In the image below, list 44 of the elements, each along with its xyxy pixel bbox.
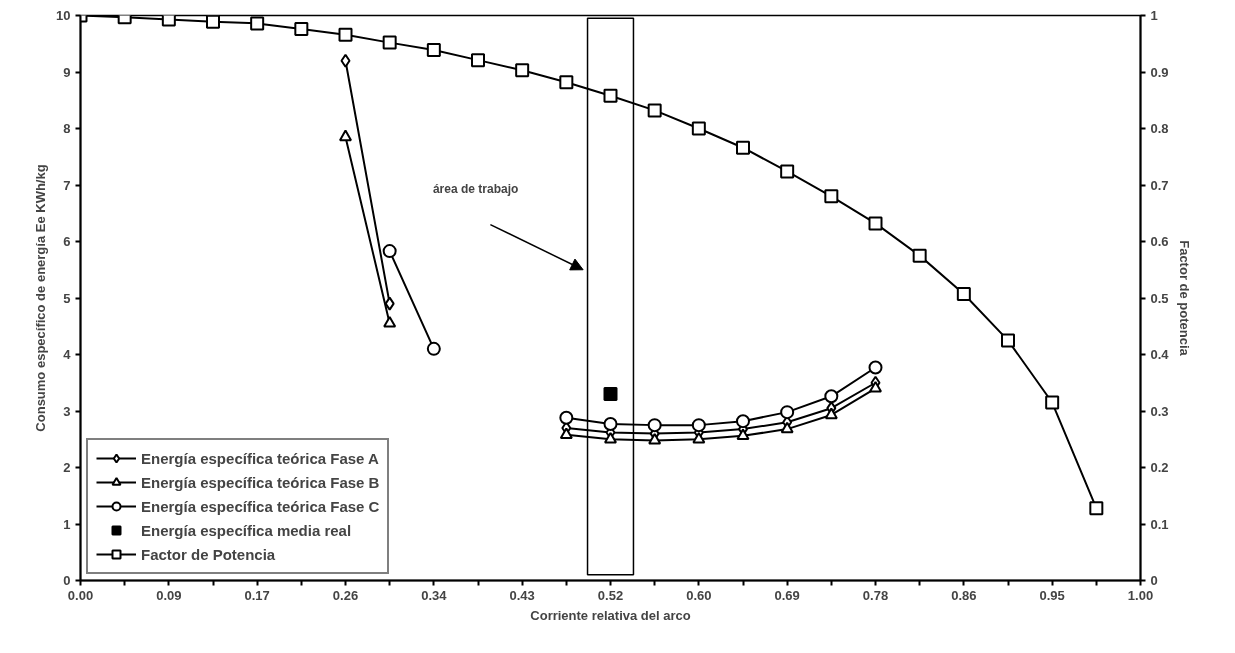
- legend-label: Energía específica media real: [141, 521, 352, 539]
- y2-tick-label: 0.3: [1150, 403, 1169, 419]
- legend-label: Energía específica teórica Fase C: [141, 497, 380, 515]
- x-tick-label: 0.09: [156, 587, 182, 603]
- x-tick-label: 0.69: [774, 587, 800, 603]
- x-tick-label: 1.00: [1127, 587, 1154, 603]
- y2-tick-label: 0.5: [1150, 290, 1169, 306]
- y2-axis-title: Factor de potencia: [1176, 240, 1192, 357]
- y-tick-label: 2: [63, 460, 71, 475]
- x-tick-label: 0.26: [332, 587, 359, 603]
- y2-tick-label: 0.4: [1150, 347, 1170, 362]
- x-tick-label: 0.95: [1039, 587, 1065, 603]
- y-tick-label: 1: [63, 516, 71, 532]
- x-tick-label: 0.52: [597, 587, 624, 603]
- y2-tick-label: 0.1: [1150, 516, 1169, 532]
- y-tick-label: 6: [63, 234, 71, 249]
- y-axis-title: Consumo específico de energía Ee KWh/kg: [33, 164, 49, 432]
- x-tick-label: 0.60: [686, 587, 712, 603]
- y2-tick-label: 0.2: [1150, 460, 1169, 475]
- legend-label: Energía específica teórica Fase A: [141, 449, 379, 467]
- x-tick-label: 0.43: [509, 587, 535, 603]
- x-tick-label: 0.00: [67, 587, 94, 603]
- y-tick-label: 3: [63, 403, 71, 419]
- x-tick-label: 0.78: [862, 587, 889, 603]
- y-tick-label: 4: [63, 347, 72, 362]
- x-tick-label: 0.86: [951, 587, 977, 603]
- y2-tick-label: 0.7: [1150, 177, 1169, 193]
- y-tick-label: 0: [63, 573, 71, 588]
- annotation: área de trabajo: [432, 182, 519, 197]
- y2-tick-label: 0: [1150, 573, 1158, 588]
- y2-tick-label: 0.8: [1150, 121, 1169, 136]
- y-tick-label: 7: [63, 177, 71, 193]
- y-tick-label: 5: [63, 290, 71, 306]
- y-tick-label: 10: [56, 8, 71, 23]
- x-axis-title: Corriente relativa del arco: [530, 607, 691, 623]
- legend-label: Energía específica teórica Fase B: [141, 473, 380, 491]
- y2-tick-label: 0.9: [1150, 64, 1169, 80]
- x-tick-label: 0.17: [244, 587, 270, 603]
- x-tick-label: 0.34: [421, 587, 448, 603]
- legend-label: Factor de Potencia: [141, 545, 276, 563]
- y-tick-label: 8: [63, 121, 71, 136]
- y-tick-label: 9: [63, 64, 71, 80]
- y2-tick-label: 0.6: [1150, 234, 1169, 249]
- y2-tick-label: 1: [1150, 8, 1158, 23]
